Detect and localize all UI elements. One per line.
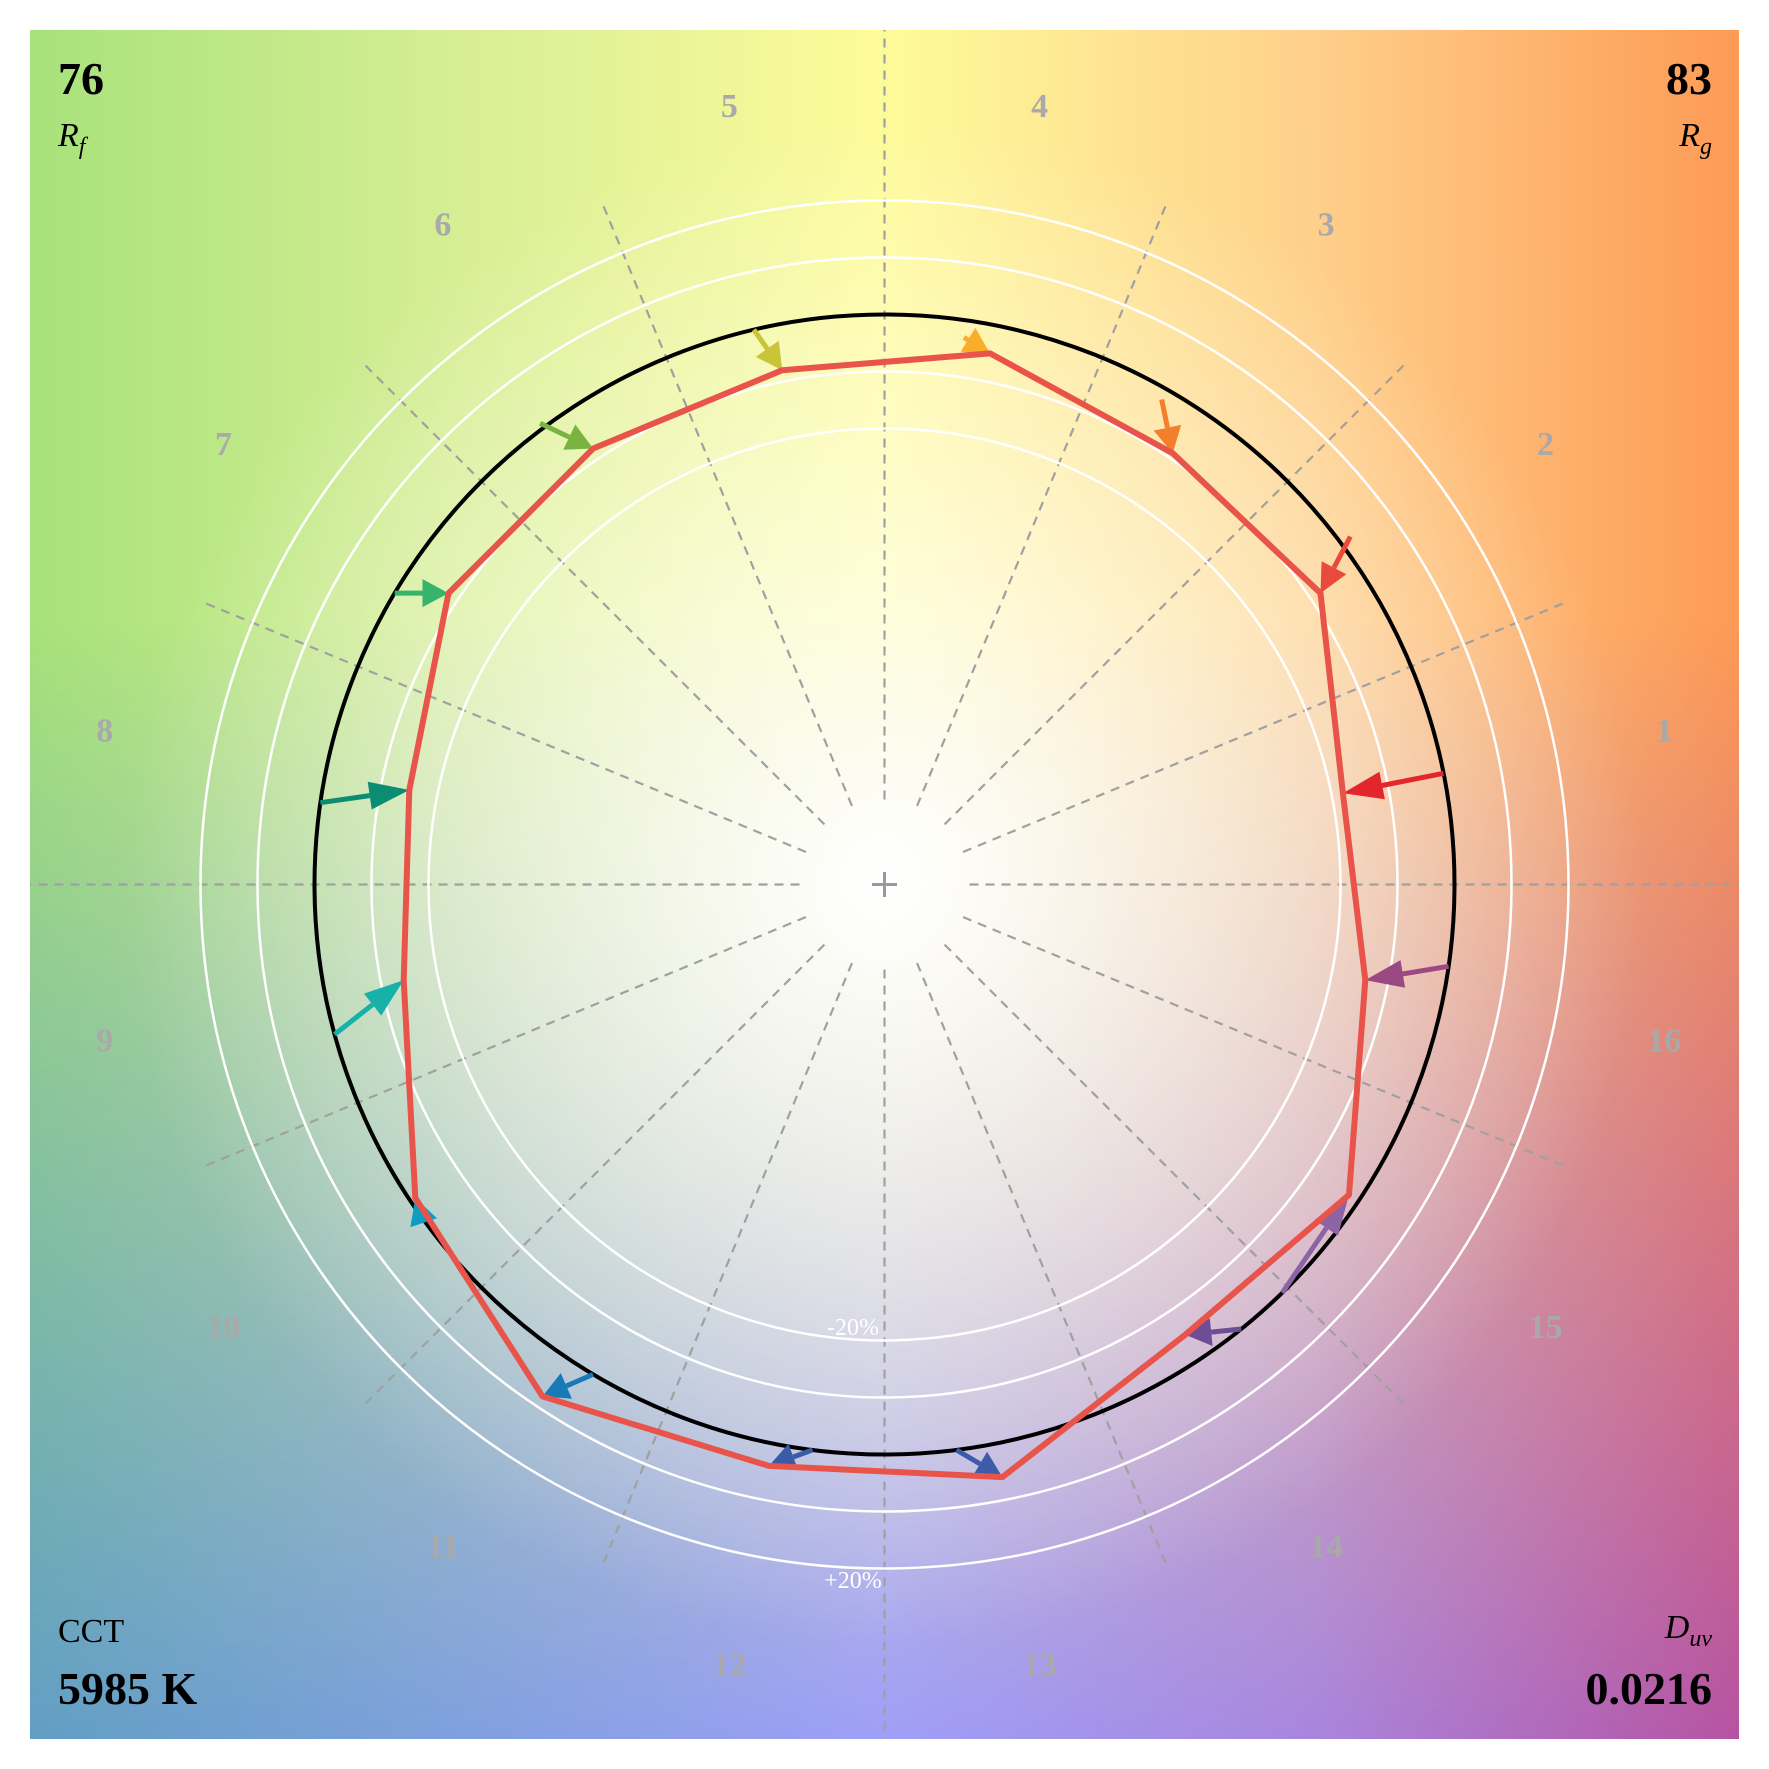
bin-label: 2 (1537, 426, 1554, 463)
ring-circle (427, 427, 1342, 1342)
duv-value: 0.0216 (1586, 1663, 1713, 1714)
arrow-head (367, 781, 410, 810)
arrow-shaft (1402, 963, 1450, 977)
bin-label: 3 (1318, 206, 1335, 243)
arrow-shaft (1381, 770, 1445, 788)
center-cross (872, 872, 897, 897)
arrow-shaft (955, 1447, 982, 1467)
arrow-shaft (751, 328, 770, 351)
bin-label: 4 (1031, 88, 1048, 125)
ring-circle (256, 256, 1513, 1513)
divider-line (962, 600, 1569, 853)
cct-label: CCT (58, 1613, 124, 1650)
divider-line (916, 200, 1169, 807)
arrow-head (1365, 960, 1406, 988)
reference-rings (199, 199, 1570, 1570)
arrow-shaft (1210, 1326, 1242, 1335)
test-polygon-line (400, 350, 1369, 1481)
bin-label: 5 (721, 88, 738, 125)
arrow-head (364, 980, 404, 1016)
divider-line (600, 200, 853, 807)
ring-circle (199, 199, 1570, 1570)
divider-line (200, 600, 807, 853)
divider-line (916, 962, 1169, 1569)
divider-line (600, 962, 853, 1569)
arrow-shaft (538, 420, 571, 440)
bin-label: 10 (206, 1309, 240, 1346)
arrow-head (542, 1373, 572, 1399)
bin-label: 7 (215, 426, 232, 463)
duv-label: Duv (1664, 1609, 1713, 1652)
bin-label: 12 (712, 1647, 746, 1684)
ring-circle (370, 370, 1399, 1399)
arrow-shaft (565, 1372, 595, 1389)
bin-label: 16 (1647, 1023, 1681, 1060)
arrow-head (972, 1451, 1003, 1478)
test-source-polygon (400, 350, 1369, 1481)
bin-label: 1 (1656, 712, 1673, 749)
hue-shift-arrows (320, 327, 1450, 1478)
arrow-shaft (1331, 535, 1353, 569)
bin-label: 15 (1529, 1309, 1563, 1346)
bin-label: 9 (96, 1023, 113, 1060)
bin-label: 6 (434, 206, 451, 243)
divider-line (943, 943, 1409, 1409)
divider-line (943, 360, 1409, 826)
rg-label: Rg (1678, 117, 1712, 160)
hue-bin-dividers (30, 30, 1739, 1739)
arrow-head (1153, 424, 1182, 454)
arrow-shaft (792, 1447, 814, 1460)
arrow-shaft (333, 1002, 375, 1037)
bin-label: 8 (96, 712, 113, 749)
divider-line (360, 360, 826, 826)
rf-label: Rf (57, 117, 89, 160)
arrow-head (1320, 561, 1347, 594)
arrow-shaft (962, 335, 970, 342)
arrow-head (960, 327, 991, 354)
arrow-head (563, 424, 594, 450)
arrow-head (1342, 771, 1385, 800)
reference-circle (312, 312, 1457, 1457)
arrow-shaft (1280, 1226, 1329, 1295)
bin-label: 13 (1023, 1647, 1057, 1684)
arrow-shaft (320, 793, 371, 806)
ring-label-plus-20: +20% (824, 1568, 882, 1594)
arrow-shaft (1159, 399, 1170, 429)
ring-label-minus-20: -20% (827, 1315, 879, 1341)
rg-value: 83 (1666, 53, 1712, 104)
cct-value: 5985 K (58, 1663, 198, 1714)
bin-label: 14 (1309, 1529, 1343, 1566)
rf-value: 76 (58, 53, 104, 104)
divider-line (200, 916, 807, 1169)
arrow-head (755, 340, 783, 371)
arrow-head (422, 579, 449, 608)
divider-line (962, 916, 1569, 1169)
arrow-head (1185, 1318, 1213, 1346)
bin-label: 11 (427, 1529, 459, 1566)
divider-line (360, 943, 826, 1409)
